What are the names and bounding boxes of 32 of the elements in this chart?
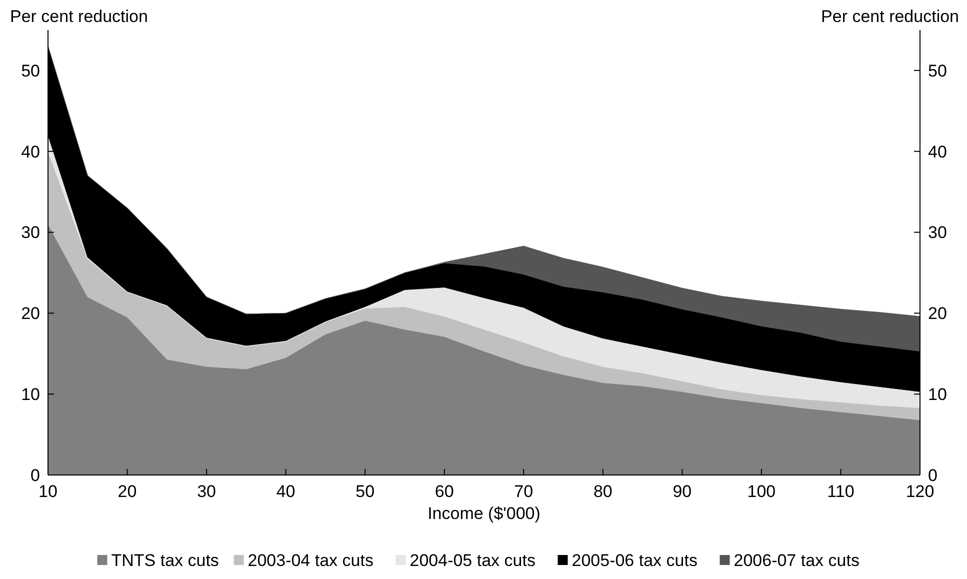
- y-axis-title: Per cent reduction: [10, 7, 148, 26]
- y-tick-label: 20: [21, 304, 40, 324]
- y-tick-label: 0: [30, 466, 40, 485]
- x-tick-label: 80: [593, 482, 612, 501]
- y-tick-label: 40: [21, 142, 40, 162]
- y-tick-label: 10: [21, 385, 40, 404]
- legend-label: 2003-04 tax cuts: [248, 551, 374, 570]
- y2-tick-label: 20: [928, 304, 947, 324]
- x-tick-label: 60: [434, 482, 454, 501]
- y2-tick-label: 30: [928, 223, 947, 242]
- x-tick-label: 70: [514, 482, 534, 501]
- y-tick-label: 50: [21, 61, 40, 80]
- y2-tick-label: 10: [928, 385, 947, 404]
- x-tick-label: 40: [276, 482, 296, 501]
- x-tick-label: 110: [827, 482, 854, 501]
- x-tick-label: 120: [906, 482, 934, 501]
- y2-tick-label: 40: [928, 142, 947, 162]
- y-tick-label: 30: [21, 223, 40, 242]
- legend-label: 2006-07 tax cuts: [734, 551, 860, 570]
- legend-label: 2005-06 tax cuts: [572, 551, 698, 570]
- x-tick-label: 50: [356, 482, 375, 501]
- x-tick-label: 10: [38, 482, 58, 501]
- x-tick-label: 20: [118, 482, 137, 501]
- x-tick-label: 100: [747, 482, 776, 501]
- x-tick-label: 90: [672, 482, 692, 501]
- y2-axis-title: Per cent reduction: [821, 7, 959, 26]
- y2-tick-label: 0: [928, 466, 938, 485]
- legend-label: TNTS tax cuts: [111, 551, 219, 570]
- x-tick-label: 30: [197, 482, 216, 501]
- y2-tick-label: 50: [928, 61, 947, 80]
- legend-label: 2004-05 tax cuts: [410, 551, 536, 570]
- x-axis-title: Income ($'000): [428, 504, 540, 523]
